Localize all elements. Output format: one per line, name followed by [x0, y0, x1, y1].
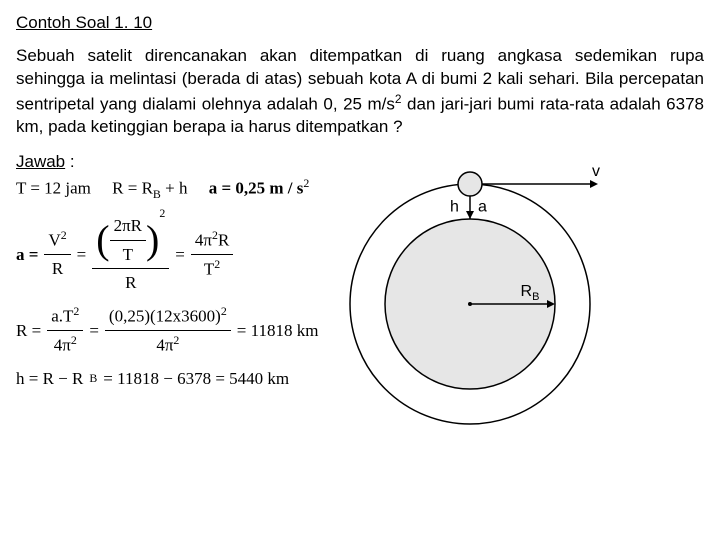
l3f2de: 2: [173, 333, 179, 347]
a-label: a: [478, 199, 487, 216]
h-label: h: [450, 199, 459, 216]
l4b: = 11818 − 6378 = 5440 km: [103, 365, 289, 392]
l2f1n: V: [48, 231, 60, 250]
l1c: a = 0,25 m / s: [209, 179, 304, 198]
satellite-circle: [458, 172, 482, 196]
l3-lhs: R =: [16, 317, 41, 344]
answer-label: Jawab :: [16, 151, 75, 174]
l2-eq2: =: [175, 241, 185, 268]
l3f2n: (0,25)(12x3600): [109, 307, 221, 326]
formula-line1: T = 12 jam R = RB + h a = 0,25 m / s2: [16, 174, 318, 204]
l3-frac1: a.T2 4π2: [47, 302, 83, 359]
v-arrowhead: [590, 180, 598, 188]
l2f1d: R: [44, 255, 70, 282]
l2f3d: T: [204, 259, 214, 278]
l3-eq1: =: [89, 317, 99, 344]
example-title: Contoh Soal 1. 10: [16, 12, 704, 35]
l2f1ne: 2: [61, 228, 67, 242]
formula-line2: a = V2 R = ( 2πR T )2 R = 4π2R T2: [16, 212, 318, 296]
l2f2od: R: [92, 269, 169, 296]
l2f3de: 2: [214, 257, 220, 271]
l2f3n: 4π: [195, 230, 212, 249]
l3f1n: a.T: [51, 307, 73, 326]
l1b: R = R: [112, 179, 153, 198]
jawab-colon: :: [65, 152, 74, 171]
l3f1de: 2: [71, 333, 77, 347]
l2f3n2: R: [218, 230, 229, 249]
l2-frac1: V2 R: [44, 226, 70, 282]
problem-text: Sebuah satelit direncanakan akan ditempa…: [16, 45, 704, 139]
a-arrowhead: [466, 211, 474, 219]
l3f2d: 4π: [156, 335, 173, 354]
l1b-sub: B: [153, 187, 161, 201]
orbit-diagram: v h a RB: [330, 144, 610, 444]
l1b2: + h: [161, 179, 188, 198]
l2-frac3: 4π2R T2: [191, 226, 233, 283]
formula-line3: R = a.T2 4π2 = (0,25)(12x3600)2 4π2 = 11…: [16, 302, 318, 359]
jawab-word: Jawab: [16, 152, 65, 171]
l4sub: B: [89, 369, 97, 388]
l2f2nd: T: [110, 241, 146, 268]
problem-exp: 2: [395, 92, 402, 106]
l3f1d: 4π: [54, 335, 71, 354]
l4a: h = R − R: [16, 365, 83, 392]
l3-res: = 11818 km: [237, 317, 319, 344]
formula-line4: h = R − R B = 11818 − 6378 = 5440 km: [16, 365, 318, 392]
l2f2nn: 2πR: [110, 212, 146, 240]
l2f2e: 2: [159, 206, 165, 220]
l1c-exp: 2: [303, 176, 309, 190]
l2-lhs: a =: [16, 241, 38, 268]
v-label: v: [592, 163, 600, 180]
l3-frac2: (0,25)(12x3600)2 4π2: [105, 302, 231, 359]
formula-block: T = 12 jam R = RB + h a = 0,25 m / s2 a …: [16, 174, 318, 398]
l1a: T = 12 jam: [16, 179, 91, 198]
l3f2ne: 2: [221, 304, 227, 318]
l2-frac2: ( 2πR T )2 R: [92, 212, 169, 296]
orbit-svg: v h a RB: [330, 144, 610, 444]
l3f1ne: 2: [73, 304, 79, 318]
l2-eq1: =: [77, 241, 87, 268]
